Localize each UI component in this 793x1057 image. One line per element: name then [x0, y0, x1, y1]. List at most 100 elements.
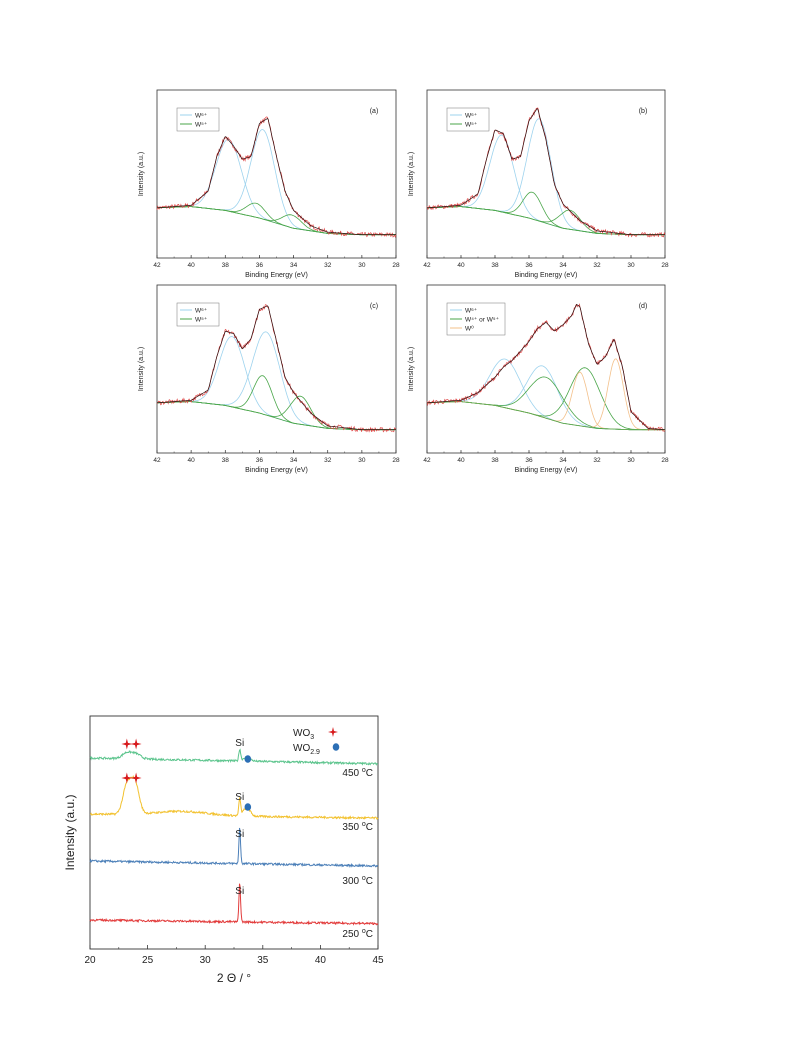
y-axis-label: Intensity (a.u.): [408, 152, 415, 196]
panel-label: (a): [370, 108, 379, 115]
legend-entry: W⁵⁺: [465, 122, 478, 129]
envelope-fit-line: [157, 118, 396, 236]
wo3-star-marker: [130, 772, 142, 784]
legend-entry: WO3: [293, 728, 314, 741]
wo3-star-marker: [121, 738, 133, 750]
y-axis-label: Intensity (a.u.): [138, 347, 145, 391]
background-curve: [427, 401, 665, 431]
legend-entry: W⁶⁺: [465, 308, 478, 315]
x-tick-label: 36: [256, 262, 264, 269]
series-label: 250 oC: [342, 928, 373, 940]
legend-box: [176, 302, 220, 327]
xps-panel-b: 42 40 38 36 34 32 30 28 Binding Energy (eV) Inten…: [408, 89, 669, 279]
fit-component-curve: [157, 202, 396, 236]
wo3-star-marker: [328, 727, 338, 737]
envelope-fit-line: [427, 304, 665, 431]
legend: W⁶⁺ W⁵⁺: [446, 107, 490, 132]
x-tick-label: 30: [200, 955, 212, 966]
wo3-star-marker: [130, 738, 142, 750]
legend-entry: W⁵⁺: [195, 122, 208, 129]
wo29-dot-marker: [244, 803, 252, 811]
xrd-series-line: [89, 883, 379, 926]
panel-label: (c): [370, 303, 378, 310]
x-tick-label: 28: [661, 457, 669, 464]
x-tick-label: 32: [593, 457, 601, 464]
fit-component-curve: [427, 365, 665, 431]
x-axis-label: Binding Energy (eV): [245, 467, 308, 474]
background-curve: [157, 206, 396, 236]
legend-entry: W⁵⁺: [195, 317, 208, 324]
xps-panel-d: 42 40 38 36 34 32 30 28 Binding Energy (eV) Inten…: [408, 284, 669, 474]
raw-spectrum-line: [156, 304, 397, 433]
series-label: 300 oC: [342, 875, 373, 887]
x-tick-label: 38: [222, 457, 230, 464]
x-tick-label: 40: [188, 457, 196, 464]
legend-box: [176, 107, 220, 132]
legend-entry: WO2.9: [293, 743, 320, 756]
x-axis-label: Binding Energy (eV): [515, 467, 578, 474]
legend-entry: W⁶⁺: [195, 308, 208, 315]
wo3-star-marker: [121, 772, 133, 784]
y-axis-label: Intensity (a.u.): [408, 347, 415, 391]
y-axis-label: Intensity (a.u.): [63, 794, 77, 870]
x-tick-label: 32: [324, 457, 332, 464]
wo29-dot-marker: [244, 755, 252, 763]
si-peak-label: Si: [235, 886, 244, 897]
plot-frame: [89, 715, 379, 950]
x-tick-label: 40: [315, 955, 327, 966]
x-tick-label: 42: [153, 262, 161, 269]
x-tick-label: 36: [525, 457, 533, 464]
envelope-fit-line: [427, 108, 665, 236]
x-tick-label: 30: [358, 262, 366, 269]
x-tick-label: 28: [392, 262, 400, 269]
fit-component-curve: [427, 118, 665, 236]
x-axis-label: 2 Θ / °: [217, 971, 251, 985]
x-tick-label: 30: [627, 457, 635, 464]
fit-component-curve: [427, 206, 665, 236]
series-label: 350 oC: [342, 821, 373, 833]
si-peak-label: Si: [235, 738, 244, 749]
x-tick-label: 30: [627, 262, 635, 269]
legend: W⁶⁺ W⁴⁺ or W⁵⁺W⁰: [446, 302, 506, 336]
fit-component-curve: [427, 134, 665, 236]
si-peak-label: Si: [235, 792, 244, 803]
background-curve: [427, 206, 665, 236]
x-axis-label: Binding Energy (eV): [245, 272, 308, 279]
x-tick-label: 40: [188, 262, 196, 269]
panel-label: (d): [639, 303, 648, 310]
x-tick-label: 42: [423, 262, 431, 269]
legend-box: [446, 107, 490, 132]
panel-label: (b): [639, 108, 648, 115]
xps-panel-c: 42 40 38 36 34 32 30 28 Binding Energy (eV) Inten…: [138, 284, 400, 474]
fit-component-curve: [157, 375, 396, 431]
fit-component-curve: [427, 358, 665, 431]
x-tick-label: 38: [491, 457, 499, 464]
legend-dot-marker: [332, 743, 340, 751]
fit-component-curve: [427, 358, 665, 431]
legend-entry: W⁴⁺ or W⁵⁺: [465, 317, 500, 324]
x-tick-label: 28: [661, 262, 669, 269]
fit-component-curve: [157, 139, 396, 236]
x-tick-label: 40: [457, 457, 465, 464]
x-tick-label: 35: [257, 955, 269, 966]
xrd-series-line: [89, 774, 379, 821]
x-tick-label: 34: [290, 262, 298, 269]
fit-component-curve: [157, 129, 396, 236]
x-tick-label: 34: [559, 457, 567, 464]
y-axis-label: Intensity (a.u.): [138, 152, 145, 196]
xrd-series-line: [89, 827, 379, 868]
series-label: 450 oC: [342, 767, 373, 779]
legend-entry: W⁰: [465, 325, 474, 333]
fit-component-curve: [157, 336, 396, 431]
x-tick-label: 45: [372, 955, 384, 966]
x-tick-label: 42: [423, 457, 431, 464]
legend-entry: W⁶⁺: [195, 113, 208, 120]
x-tick-label: 32: [593, 262, 601, 269]
x-tick-label: 28: [392, 457, 400, 464]
legend: W⁶⁺ W⁵⁺: [176, 107, 220, 132]
fit-component-curve: [157, 206, 396, 236]
fit-component-curve: [427, 191, 665, 236]
x-tick-label: 34: [290, 457, 298, 464]
x-tick-label: 38: [222, 262, 230, 269]
